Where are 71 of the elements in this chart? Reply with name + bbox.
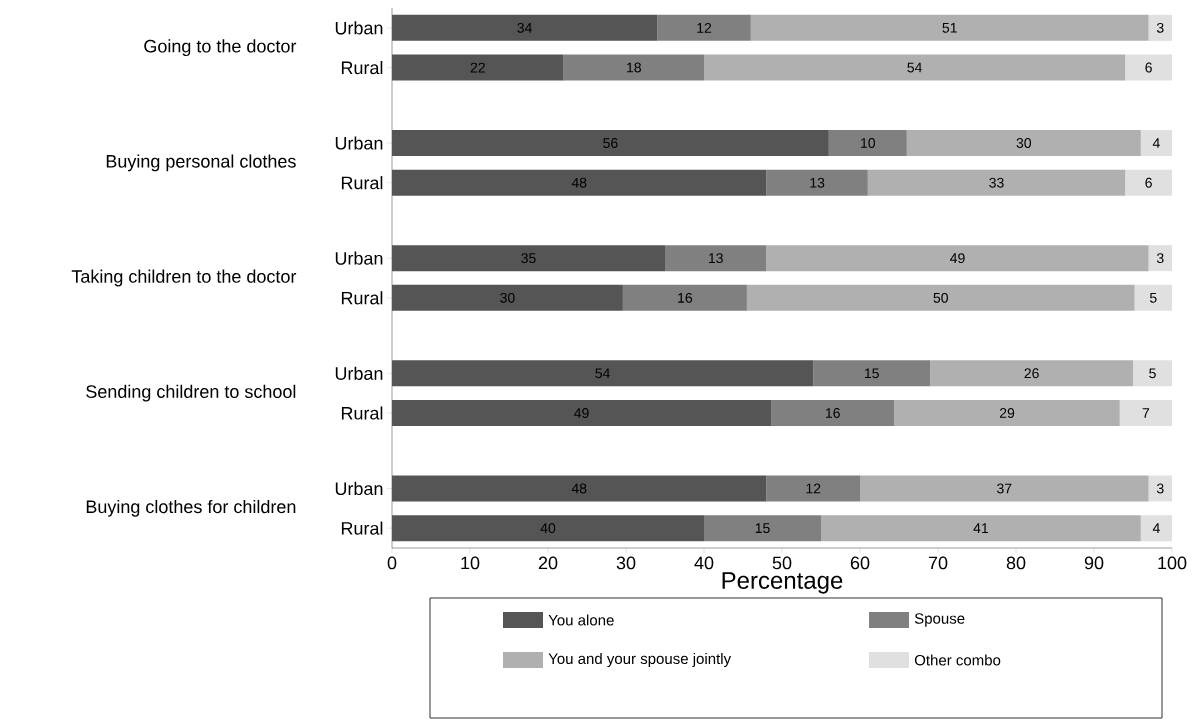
data-label: 10 <box>861 138 876 148</box>
data-label: 4 <box>1152 523 1160 533</box>
legend-label: Other combo <box>914 654 1001 666</box>
data-label: 26 <box>1024 368 1039 379</box>
y-tick-label: Rural <box>341 406 383 420</box>
data-label: 50 <box>933 292 948 303</box>
data-label: 41 <box>973 523 989 533</box>
x-tick-label: 90 <box>1084 556 1104 570</box>
data-label: 7 <box>1142 408 1150 418</box>
x-tick-label: 20 <box>538 556 558 570</box>
data-label: 3 <box>1156 483 1164 494</box>
data-label: 40 <box>540 523 556 534</box>
data-label: 37 <box>997 483 1012 494</box>
y-tick-label: Urban <box>335 481 383 496</box>
y-tick-label: Rural <box>341 521 383 535</box>
data-label: 3 <box>1156 253 1164 264</box>
data-label: 12 <box>697 22 712 33</box>
text: Buying clothes for children <box>86 499 296 517</box>
x-tick-label: 60 <box>850 556 870 570</box>
data-label: 15 <box>755 523 770 534</box>
legend-label: You and your spouse jointly <box>548 653 732 667</box>
data-label: 18 <box>627 62 641 73</box>
x-tick-label: 100 <box>1158 556 1187 570</box>
data-label: 6 <box>1145 177 1152 188</box>
data-label: 13 <box>810 177 825 188</box>
data-label: 5 <box>1149 292 1157 303</box>
x-axis-title: Percentage <box>722 572 843 594</box>
y-tick-label: Urban <box>335 366 383 380</box>
data-label: 49 <box>574 408 589 418</box>
data-label: 5 <box>1149 368 1156 379</box>
data-label: 30 <box>500 292 515 303</box>
x-tick-label: 50 <box>772 556 792 570</box>
x-tick-label: 10 <box>461 556 480 570</box>
data-label: 29 <box>999 408 1015 418</box>
data-label: 30 <box>1016 138 1032 148</box>
data-label: 54 <box>907 62 922 73</box>
data-label: 3 <box>1156 22 1164 33</box>
data-label: 16 <box>678 292 693 303</box>
x-tick-label: 0 <box>387 556 397 570</box>
data-label: 22 <box>470 62 485 73</box>
data-label: 51 <box>942 22 957 33</box>
y-tick-label: Rural <box>341 176 383 190</box>
text: Going to the doctor <box>144 39 297 57</box>
data-label: 6 <box>1145 62 1152 73</box>
y-tick-label: Rural <box>341 291 383 305</box>
data-label: 4 <box>1152 138 1160 148</box>
text: Taking children to the doctor <box>71 269 297 287</box>
data-label: 13 <box>708 253 723 264</box>
y-tick-label: Urban <box>335 21 383 35</box>
legend-label: You alone <box>548 614 614 626</box>
y-tick-label: Rural <box>341 60 383 75</box>
data-label: 48 <box>571 177 587 188</box>
x-tick-label: 30 <box>616 556 636 570</box>
y-tick-label: Urban <box>335 251 383 265</box>
data-label: 33 <box>989 177 1004 188</box>
data-label: 16 <box>825 408 840 418</box>
data-label: 15 <box>864 368 879 379</box>
x-tick-label: 40 <box>694 556 714 570</box>
legend-label: Spouse <box>914 613 965 627</box>
data-label: 34 <box>517 22 532 33</box>
data-label: 48 <box>571 483 587 494</box>
text: Sending children to school <box>86 384 296 402</box>
text: Buying personal clothes <box>106 154 296 172</box>
data-label: 54 <box>595 368 610 379</box>
y-tick-label: Urban <box>335 136 383 150</box>
data-label: 49 <box>950 253 965 264</box>
x-tick-label: 80 <box>1006 556 1026 570</box>
data-label: 12 <box>806 483 821 494</box>
data-label: 56 <box>603 138 618 148</box>
data-label: 35 <box>521 253 536 264</box>
x-tick-label: 70 <box>928 556 948 570</box>
